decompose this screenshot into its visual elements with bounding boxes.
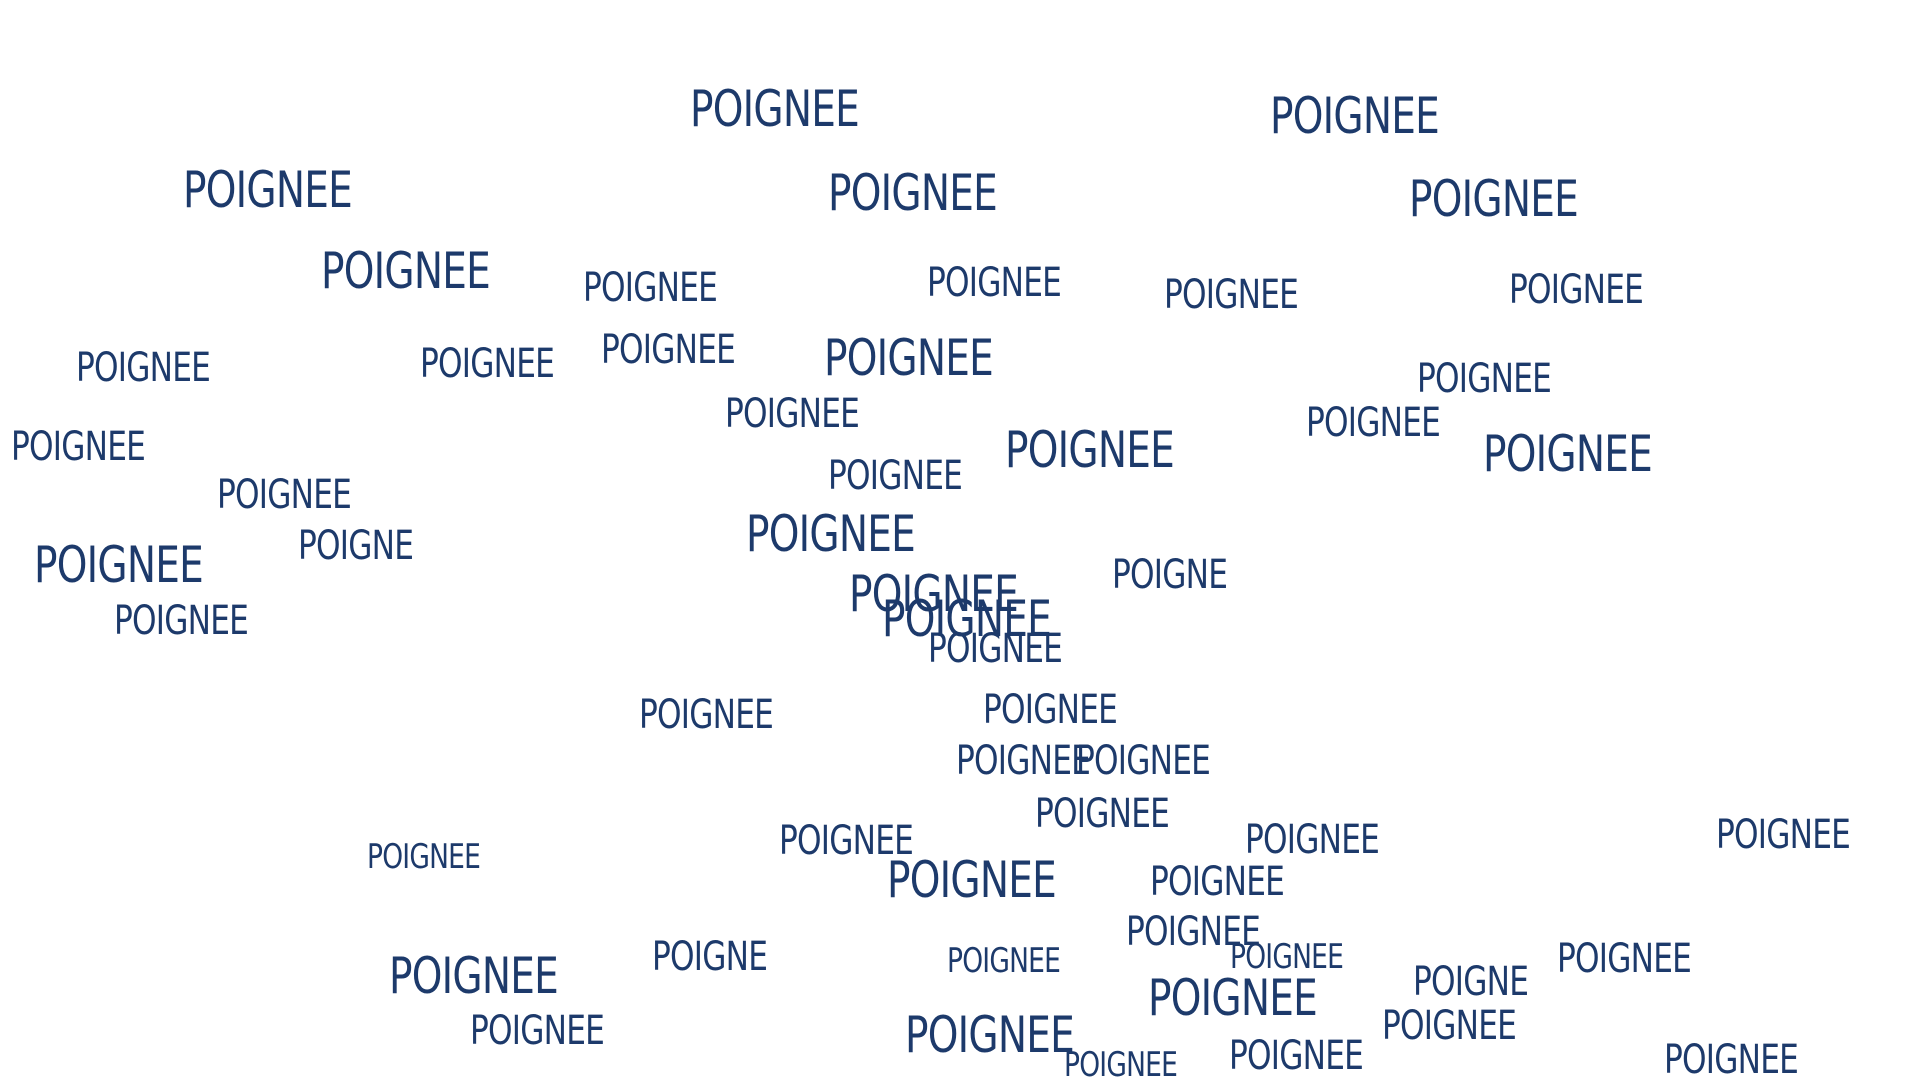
handwritten-word: POIGNEE bbox=[638, 691, 774, 738]
handwritten-word: POIGNEE bbox=[1230, 936, 1344, 977]
handwritten-word: POIGNEE bbox=[217, 471, 352, 518]
handwritten-word: POIGNEE bbox=[1076, 737, 1211, 784]
handwritten-word: POIGNEE bbox=[1063, 1045, 1178, 1085]
handwritten-word: POIGNEE bbox=[11, 424, 146, 471]
handwritten-word: POIGNEE bbox=[848, 565, 1019, 624]
handwritten-word: POIGNEE bbox=[1557, 936, 1692, 983]
handwritten-word: POIGNEE bbox=[882, 589, 1052, 648]
handwritten-word: POIGNEE bbox=[689, 80, 860, 139]
handwritten-word: POIGNEE bbox=[75, 344, 211, 391]
handwritten-word: POIGNE bbox=[1112, 552, 1228, 599]
handwritten-word: POIGNEE bbox=[827, 163, 998, 222]
handwritten-word: POIGNEE bbox=[1245, 817, 1380, 864]
handwritten-word: POIGNEE bbox=[955, 737, 1091, 784]
handwritten-word: POIGNEE bbox=[982, 686, 1118, 733]
handwritten-word: POIGNEE bbox=[1125, 909, 1261, 956]
handwritten-word: POIGNEE bbox=[745, 505, 916, 564]
handwritten-word: POIGNEE bbox=[1148, 968, 1318, 1027]
handwritten-word: POIGNEE bbox=[1270, 86, 1440, 145]
handwritten-word: POIGNEE bbox=[1164, 271, 1299, 318]
handwritten-word: POIGNEE bbox=[1149, 859, 1285, 906]
handwritten-word: POIGNEE bbox=[1005, 420, 1175, 479]
handwritten-word: POIGNEE bbox=[927, 260, 1062, 307]
handwritten-word: POIGNE bbox=[298, 522, 414, 569]
handwritten-word: POIGNEE bbox=[582, 265, 718, 312]
handwritten-word: POIGNEE bbox=[1716, 812, 1851, 859]
handwritten-word: POIGNEE bbox=[1381, 1003, 1517, 1050]
handwritten-word: POIGNEE bbox=[182, 161, 353, 220]
handwritten-word: POIGNEE bbox=[779, 818, 914, 865]
handwritten-word: POIGNE bbox=[1412, 958, 1529, 1005]
handwritten-word: POIGNEE bbox=[928, 625, 1063, 672]
handwritten-word: POIGNEE bbox=[724, 390, 860, 437]
handwritten-word: POIGNEE bbox=[1508, 266, 1644, 313]
handwritten-word: POIGNEE bbox=[827, 452, 963, 499]
handwritten-word: POIGNEE bbox=[320, 241, 491, 300]
handwritten-word: POIGNEE bbox=[420, 341, 555, 388]
handwritten-word: POIGNEE bbox=[823, 328, 994, 387]
handwritten-word: POIGNEE bbox=[1306, 399, 1441, 446]
handwritten-word: POIGNEE bbox=[1664, 1037, 1799, 1084]
handwritten-word: POIGNEE bbox=[1229, 1033, 1364, 1080]
handwritten-word: POIGNEE bbox=[388, 946, 559, 1005]
handwritten-word: POIGNEE bbox=[1035, 790, 1170, 837]
handwritten-word: POIGNEE bbox=[366, 837, 481, 878]
handwritten-word: POIGNEE bbox=[946, 940, 1061, 981]
handwritten-word: POIGNEE bbox=[887, 850, 1057, 909]
handwritten-word: POIGNEE bbox=[33, 536, 204, 595]
handwritten-word: POIGNEE bbox=[904, 1006, 1075, 1065]
handwritten-word: POIGNE bbox=[652, 933, 768, 980]
handwritten-word: POIGNEE bbox=[114, 598, 249, 645]
handwritten-word: POIGNEE bbox=[1409, 169, 1579, 228]
handwritten-word: POIGNEE bbox=[1482, 424, 1653, 483]
handwritten-word: POIGNEE bbox=[601, 327, 736, 374]
handwritten-word: POIGNEE bbox=[469, 1008, 605, 1055]
handwritten-word: POIGNEE bbox=[1416, 356, 1552, 403]
